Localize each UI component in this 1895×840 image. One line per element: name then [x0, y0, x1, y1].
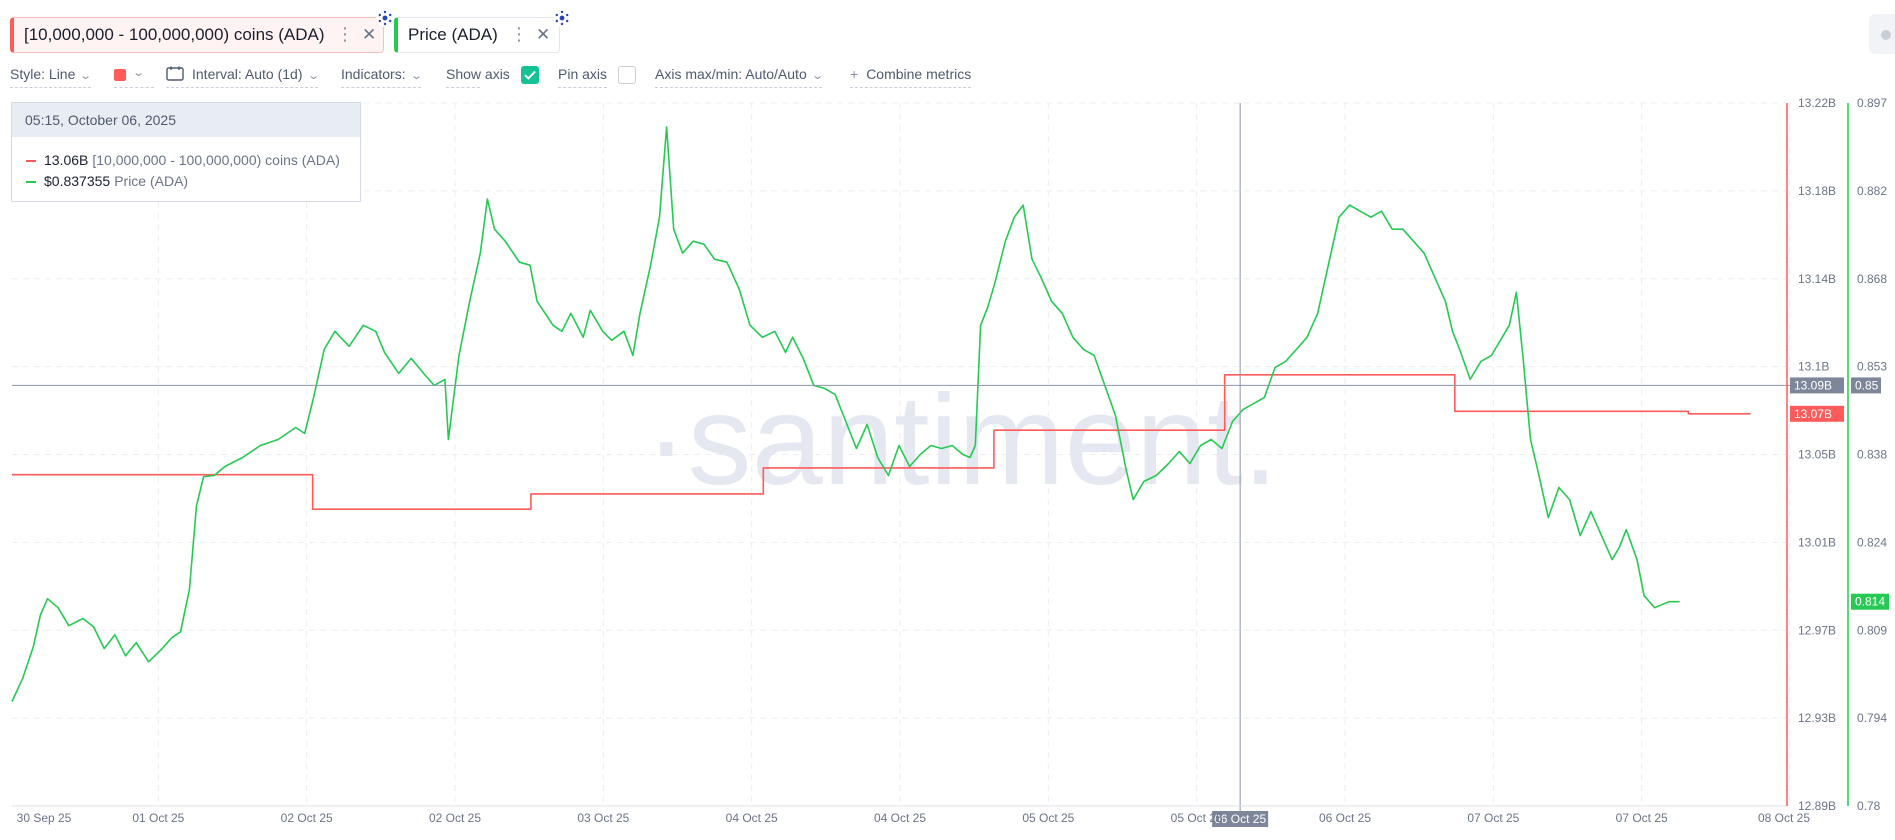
color-swatch: [114, 69, 126, 81]
last-y-right-label: 0.814: [1855, 595, 1885, 609]
check-icon: [524, 70, 536, 80]
series-line-price: [11, 126, 1680, 702]
show-axis-toggle[interactable]: Show axis: [446, 66, 510, 88]
x-tick-label: 04 Oct 25: [726, 811, 778, 825]
pin-axis-label: Pin axis: [558, 66, 608, 82]
last-y-left-label: 13.07B: [1794, 407, 1832, 421]
x-tick-label: 07 Oct 25: [1467, 811, 1519, 825]
x-tick-label: 03 Oct 25: [577, 811, 629, 825]
y-right-tick-label: 0.897: [1857, 96, 1887, 110]
cardano-icon: [553, 9, 571, 27]
tooltip-row-price: $0.837355 Price (ADA): [26, 173, 188, 189]
cursor-y-left-label: 13.09B: [1794, 378, 1832, 392]
y-left-tick-label: 12.93B: [1798, 711, 1836, 725]
style-dropdown[interactable]: Style: Line ⌄: [10, 66, 93, 88]
last-y-right-label-bg: [1851, 593, 1889, 610]
y-right-tick-label: 0.824: [1857, 535, 1887, 549]
x-tick-label: 06 Oct 25: [1319, 811, 1371, 825]
cursor-y-right-label-bg: [1851, 377, 1881, 394]
indicators-label: Indicators:: [341, 66, 406, 82]
x-tick-label: 05 Oct 25: [1022, 811, 1074, 825]
y-right-tick-label: 0.882: [1857, 184, 1887, 198]
series-line-holders: [12, 374, 1751, 510]
pin-axis-checkbox[interactable]: [618, 66, 636, 84]
cardano-icon: [376, 9, 394, 27]
grid-lines: [12, 102, 1791, 807]
tooltip-series-name: Price (ADA): [114, 173, 189, 189]
tooltip-row-holders: 13.06B [10,000,000 - 100,000,000) coins (…: [26, 152, 340, 168]
cursor-x-badge: [1212, 811, 1269, 827]
legend-dash: [26, 160, 36, 163]
chevron-down-icon: ⌄: [810, 70, 824, 82]
style-label: Style: Line: [10, 66, 76, 82]
x-tick-label: 07 Oct 25: [1616, 811, 1668, 825]
color-dropdown[interactable]: ⌄: [114, 66, 154, 88]
y-left-tick-label: 13.22B: [1798, 96, 1836, 110]
x-tick-label: 02 Oct 25: [429, 811, 481, 825]
tooltip-series-name: [10,000,000 - 100,000,000) coins (ADA): [92, 152, 340, 168]
x-tick-label: 30 Sep 25: [17, 811, 72, 825]
metric-chip-price[interactable]: Price (ADA) ⋮ ✕: [394, 9, 571, 53]
indicators-dropdown[interactable]: Indicators: ⌄: [341, 66, 423, 88]
tooltip-datetime: 05:15, October 06, 2025: [12, 103, 360, 137]
y-left-tick-label: 13.01B: [1798, 535, 1836, 549]
metric-label-price: Price (ADA): [408, 25, 498, 44]
chevron-down-icon: ⌄: [79, 70, 93, 82]
legend-dash: [26, 181, 36, 184]
y-left-tick-label: 12.89B: [1798, 799, 1836, 813]
last-y-left-label-bg: [1790, 405, 1844, 422]
show-axis-label: Show axis: [446, 66, 510, 82]
axis-layer: 13.22B 13.18B 13.14B 13.1B 13.05B 13.01B 12.97…: [12, 96, 1887, 825]
more-vert-icon[interactable]: ⋮: [510, 24, 528, 44]
y-right-tick-label: 0.853: [1857, 360, 1887, 374]
cursor-y-left-label-bg: [1790, 377, 1844, 394]
metric-chip-holders[interactable]: [10,000,000 - 100,000,000) coins (ADA) ⋮…: [10, 9, 394, 53]
y-left-tick-label: 13.14B: [1798, 272, 1836, 286]
axis-maxmin-label: Axis max/min: Auto/Auto: [655, 66, 807, 82]
santiment-watermark: ·santiment.: [645, 369, 1278, 512]
y-right-tick-label: 0.794: [1857, 711, 1887, 725]
y-right-tick-label: 0.809: [1857, 623, 1887, 637]
show-axis-checkbox[interactable]: [521, 66, 539, 84]
x-tick-label: 04 Oct 25: [874, 811, 926, 825]
y-right-tick-label: 0.78: [1857, 799, 1881, 813]
x-tick-label: 08 Oct 25: [1758, 811, 1810, 825]
interval-label: Interval: Auto (1d): [192, 66, 303, 82]
tooltip-value: 13.06B: [44, 152, 89, 168]
cursor-x-label: 06 Oct 25: [1214, 812, 1266, 826]
y-left-tick-label: 13.18B: [1798, 184, 1836, 198]
y-right-tick-label: 0.838: [1857, 448, 1887, 462]
status-dot-icon: [1881, 30, 1891, 40]
tooltip-value: $0.837355: [44, 173, 111, 189]
cursor-y-right-label: 0.85: [1855, 378, 1879, 392]
x-tick-label: 01 Oct 25: [132, 811, 184, 825]
y-left-tick-label: 13.1B: [1798, 360, 1829, 374]
metric-label-holders: [10,000,000 - 100,000,000) coins (ADA): [24, 25, 325, 44]
x-tick-label: 05 Oct 25: [1171, 811, 1223, 825]
chevron-down-icon: ⌄: [409, 70, 423, 82]
axis-maxmin-dropdown[interactable]: Axis max/min: Auto/Auto ⌄: [655, 66, 824, 88]
y-right-tick-label: 0.868: [1857, 272, 1887, 286]
more-vert-icon[interactable]: ⋮: [336, 24, 354, 44]
close-icon[interactable]: ✕: [536, 25, 551, 44]
pin-axis-toggle[interactable]: Pin axis: [558, 66, 608, 88]
interval-dropdown[interactable]: Interval: Auto (1d) ⌄: [166, 66, 320, 88]
chevron-down-icon: ⌄: [306, 70, 320, 82]
crosshair-tooltip: 05:15, October 06, 2025 13.06B [10,000,00…: [11, 102, 361, 202]
combine-metrics-label: Combine metrics: [866, 66, 972, 82]
series-layer: [11, 126, 1751, 702]
chevron-down-icon: ⌄: [132, 67, 146, 79]
calendar-icon: [166, 66, 184, 81]
close-icon[interactable]: ✕: [362, 25, 377, 44]
combine-metrics-button[interactable]: + Combine metrics: [850, 66, 972, 88]
cursor-layer: 06 Oct 25 13.09B 0.85 13.07B 0.814: [12, 103, 1889, 827]
plus-icon: +: [850, 66, 859, 82]
y-left-tick-label: 12.97B: [1798, 623, 1836, 637]
y-left-tick-label: 13.05B: [1798, 448, 1836, 462]
x-tick-label: 02 Oct 25: [281, 811, 333, 825]
